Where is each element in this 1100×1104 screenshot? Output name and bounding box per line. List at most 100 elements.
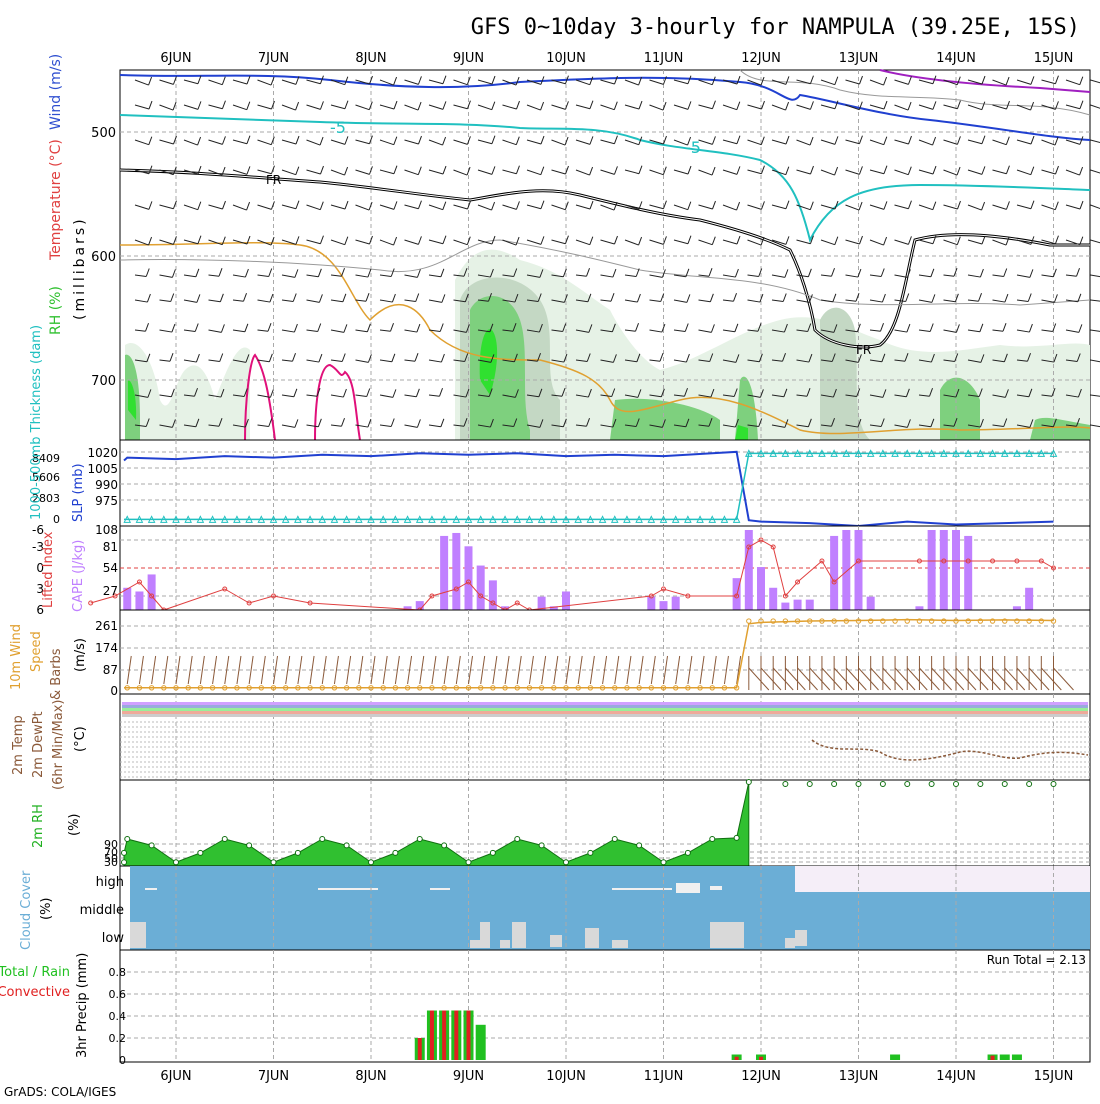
rh-point-late (880, 782, 885, 787)
precip-panel: 0.80.60.40.20 Run Total = 2.13 Total / R… (0, 950, 1090, 1067)
rh-point (417, 837, 422, 842)
contour-label-fr-a: FR (266, 173, 281, 187)
day-label-bottom: 9JUN (453, 1069, 484, 1084)
cape-bar (416, 601, 424, 610)
temp2m-ylabel-line1: 2m Temp (11, 715, 26, 775)
contour-label-m5-a: -5 (330, 118, 346, 137)
rh-point (344, 843, 349, 848)
cape-bar (440, 536, 448, 610)
rh-point-late (929, 782, 934, 787)
cloud-panel: high middle low Cloud Cover (%) (19, 866, 1090, 950)
rh-point (490, 850, 495, 855)
rh-point-late (978, 782, 983, 787)
slp-ylabel-slp: SLP (mb) (71, 463, 86, 522)
precip-ylabel-unit: 3hr Precip (mm) (75, 953, 90, 1058)
cloud-level-low: low (102, 931, 125, 946)
upper-barb (1091, 395, 1100, 396)
cloud-ylabel: Cloud Cover (19, 870, 34, 950)
cape-tick: 54 (103, 561, 118, 575)
chart-title: GFS 0~10day 3-hourly for NAMPULA (39.25E… (471, 15, 1080, 40)
cape-bar (830, 536, 838, 610)
cloud-high-gap (430, 888, 450, 890)
temp-band-late (812, 705, 1088, 708)
precip-conv-bar (442, 1011, 446, 1061)
rh-point (746, 780, 751, 785)
contour-label-m5-b: -5 (685, 138, 701, 157)
cape-ylabel-li: Lifted Index (41, 531, 56, 608)
precip-total-bar (1012, 1055, 1022, 1061)
temp-band-late (812, 711, 1088, 714)
temp-band (122, 705, 812, 708)
cape-bar (867, 597, 875, 610)
temp2m-panel: 2m Temp 2m DewPt (6hr Min/Max) (°C) (11, 694, 1090, 790)
cape-bar (1013, 606, 1021, 610)
cape-bar (477, 566, 485, 610)
cloud-low-gap (480, 922, 490, 948)
cape-bar (647, 597, 655, 610)
rh-tick: 30 (104, 856, 118, 869)
cloud-low-gap (512, 922, 526, 948)
precip-tick: 0.8 (109, 966, 127, 979)
temp-band (122, 708, 812, 711)
rh-point (247, 843, 252, 848)
cape-bar (915, 606, 923, 610)
upper-barb (1091, 275, 1100, 277)
precip-ylabel-conv: Convective (0, 985, 70, 1000)
precip-conv-bar (759, 1057, 763, 1060)
upper-ylabel-wind: Wind (m/s) (48, 54, 64, 130)
precip-tick: 0 (119, 1054, 126, 1067)
upper-ylabel-temp: Temperature (°C) (48, 139, 64, 261)
day-label-bottom: 6JUN (160, 1069, 191, 1084)
cape-bar (964, 536, 972, 610)
cape-bar (1025, 588, 1033, 610)
rh-point (612, 837, 617, 842)
precip-conv-bar (991, 1056, 995, 1060)
wind10-ylabel-unit: (m/s) (73, 638, 88, 672)
cape-bar (757, 567, 765, 610)
rh-point-late (905, 782, 910, 787)
wind10-ylabel-line3: & Barbs (49, 648, 64, 700)
cloud-high-gap (145, 888, 157, 890)
day-label-bottom: 8JUN (355, 1069, 386, 1084)
rh-point (198, 850, 203, 855)
upper-barb (1091, 425, 1100, 427)
precip-tick: 0.4 (109, 1010, 127, 1023)
pressure-tick-label: 600 (91, 250, 116, 265)
wind10-ylabel-line1: 10m Wind (9, 624, 24, 690)
precip-conv-bar (735, 1057, 739, 1060)
day-label-top: 7JUN (258, 51, 289, 66)
cape-bar (781, 603, 789, 610)
day-label-bottom: 15JUN (1034, 1069, 1074, 1084)
rh-point-late (807, 782, 812, 787)
temp2m-ylabel-unit: (°C) (73, 726, 88, 752)
slp-tick-right: 1020 (87, 446, 118, 460)
rh-point (271, 860, 276, 865)
cape-bar (489, 580, 497, 610)
upper-barb (1091, 140, 1100, 144)
precip-run-total: Run Total = 2.13 (987, 953, 1086, 967)
day-label-bottom: 7JUN (258, 1069, 289, 1084)
contour-label-fr-b: FR (856, 343, 871, 357)
cape-bar (806, 600, 814, 610)
rh-point (174, 860, 179, 865)
upper-barb (1091, 330, 1100, 332)
upper-barb (1091, 360, 1100, 362)
rh-point (295, 850, 300, 855)
rh-point (685, 850, 690, 855)
cloud-low-gap (550, 935, 562, 947)
day-label-bottom: 12JUN (741, 1069, 781, 1084)
cloud-low-gap (612, 940, 628, 948)
cape-bar (465, 546, 473, 610)
cape-ylabel-cape: CAPE (J/kg) (71, 540, 86, 612)
day-label-bottom: 10JUN (546, 1069, 586, 1084)
day-label-bottom: 13JUN (839, 1069, 879, 1084)
day-label-top: 6JUN (160, 51, 191, 66)
day-label-bottom: 14JUN (936, 1069, 976, 1084)
cloud-level-middle: middle (80, 903, 124, 918)
